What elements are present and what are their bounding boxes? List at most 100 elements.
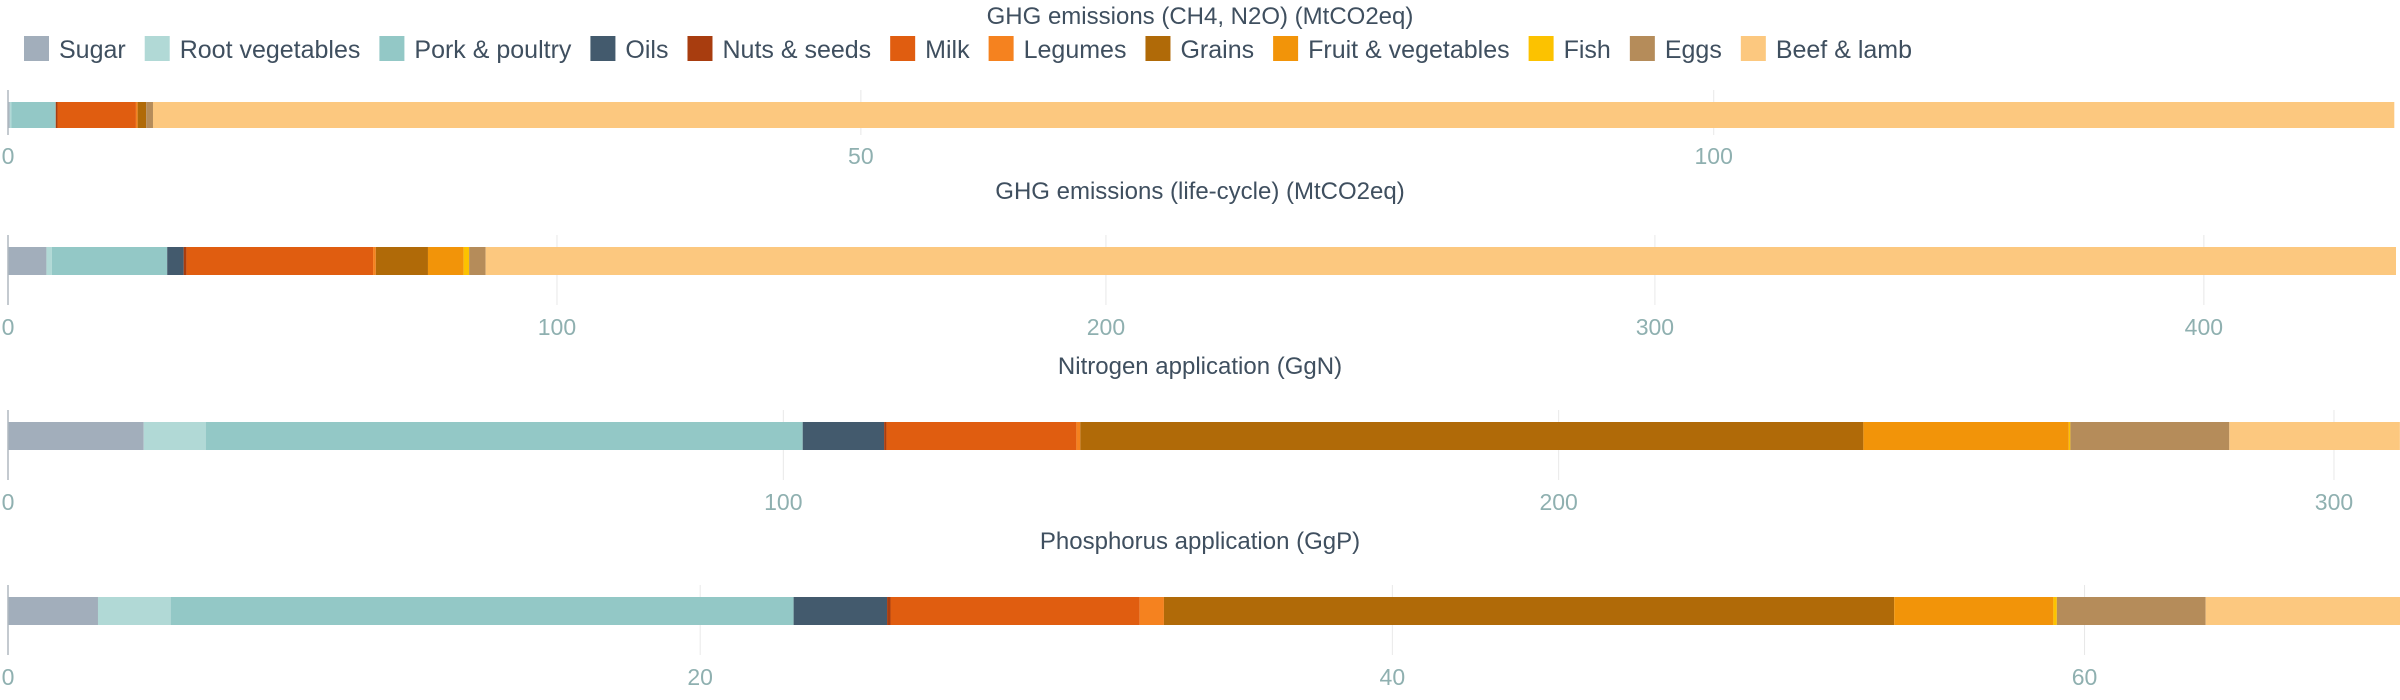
legend-label-nuts-and-seeds: Nuts & seeds <box>722 36 871 64</box>
bar-segment-fruit-and-vegetables <box>427 247 464 275</box>
panel-2: GHG emissions (life-cycle) (MtCO2eq) 0 100… <box>2 178 2397 340</box>
legend-swatch-sugar <box>24 36 49 61</box>
legend-item-pork-and-poultry: Pork & poultry <box>379 36 572 64</box>
bar-segment-nuts-and-seeds <box>887 597 891 625</box>
bar-segment-milk <box>186 247 374 275</box>
x-tick-label: 100 <box>538 314 576 340</box>
x-tick-label: 0 <box>2 143 15 169</box>
x-tick-label: 0 <box>2 314 15 340</box>
legend-label-pork-and-poultry: Pork & poultry <box>414 36 572 64</box>
legend-item-fish: Fish <box>1528 36 1611 64</box>
bar-segment-sugar <box>8 102 10 128</box>
legend-item-beef-and-lamb: Beef & lamb <box>1740 36 1912 64</box>
legend-item-eggs: Eggs <box>1629 36 1722 64</box>
bar-segment-milk <box>57 102 136 128</box>
legend-label-legumes: Legumes <box>1024 36 1127 64</box>
bar-segment-oils <box>802 422 885 450</box>
bar-segment-pork-and-poultry <box>51 247 168 275</box>
x-tick-label: 100 <box>1695 143 1733 169</box>
legend-swatch-pork-and-poultry <box>379 36 405 61</box>
panel-4: Phosphorus application (GgP) 0 20 40 60 <box>2 528 2400 690</box>
x-tick-label: 0 <box>2 664 15 690</box>
bar-segment-grains <box>1163 597 1895 625</box>
legend-label-root-vegetables: Root vegetables <box>180 36 361 64</box>
legend-label-fruit-and-vegetables: Fruit & vegetables <box>1308 36 1510 64</box>
panel-title: Phosphorus application (GgP) <box>1040 528 1360 555</box>
bar-segment-beef-and-lamb <box>2229 422 2400 450</box>
legend-label-beef-and-lamb: Beef & lamb <box>1776 36 1912 64</box>
bar-segment-beef-and-lamb <box>485 247 2397 275</box>
bar-segment-pork-and-poultry <box>205 422 803 450</box>
bar-segment-grains <box>1080 422 1864 450</box>
bar-segment-sugar <box>8 247 47 275</box>
legend-swatch-oils <box>590 36 616 61</box>
panel-title: GHG emissions (life-cycle) (MtCO2eq) <box>995 178 1404 205</box>
legend: Sugar Root vegetables Pork & poultry Oils Nu… <box>24 36 1912 64</box>
legend-item-fruit-and-vegetables: Fruit & vegetables <box>1273 36 1510 64</box>
bar-segment-grains <box>375 247 428 275</box>
x-tick-label: 200 <box>1539 489 1577 515</box>
bar-segment-beef-and-lamb <box>2205 597 2400 625</box>
bar-segment-legumes <box>373 247 376 275</box>
bar-segment-eggs <box>146 102 153 128</box>
x-tick-label: 0 <box>2 489 15 515</box>
bar-segment-legumes <box>1139 597 1164 625</box>
bar-segment-oils <box>167 247 184 275</box>
x-tick-label: 200 <box>1087 314 1125 340</box>
bar-segment-fruit-and-vegetables <box>1863 422 2069 450</box>
legend-item-sugar: Sugar <box>24 36 126 64</box>
legend-label-fish: Fish <box>1564 36 1611 64</box>
bar-segment-oils <box>793 597 888 625</box>
legend-item-oils: Oils <box>590 36 668 64</box>
legend-item-grains: Grains <box>1145 36 1254 64</box>
bar-segment-grains <box>137 102 147 128</box>
panel-1: GHG emissions (CH4, N2O) (MtCO2eq) 0 50 100 <box>2 3 2395 169</box>
panel-3: Nitrogen application (GgN) 0 100 200 300 <box>2 353 2400 515</box>
x-tick-label: 60 <box>2072 664 2098 690</box>
bar-segment-fruit-and-vegetables <box>1894 597 2054 625</box>
panel-title: Nitrogen application (GgN) <box>1058 353 1342 380</box>
chart-panels: GHG emissions (CH4, N2O) (MtCO2eq) 0 50 100… <box>2 3 2400 690</box>
bar-segment-root-vegetables <box>143 422 206 450</box>
legend-item-root-vegetables: Root vegetables <box>144 36 361 64</box>
bar-segment-legumes <box>135 102 138 128</box>
bar-segment-nuts-and-seeds <box>183 247 187 275</box>
legend-swatch-nuts-and-seeds <box>687 36 713 61</box>
bar-segment-nuts-and-seeds <box>55 102 58 128</box>
legend-swatch-eggs <box>1629 36 1655 61</box>
legend-swatch-fish <box>1528 36 1554 61</box>
legend-swatch-grains <box>1145 36 1171 61</box>
bar-segment-eggs <box>2070 422 2230 450</box>
legend-item-nuts-and-seeds: Nuts & seeds <box>687 36 871 64</box>
legend-label-sugar: Sugar <box>59 36 126 64</box>
x-tick-label: 40 <box>1380 664 1406 690</box>
bar-segment-sugar <box>8 422 144 450</box>
x-tick-label: 300 <box>1636 314 1674 340</box>
legend-swatch-beef-and-lamb <box>1740 36 1766 61</box>
bar-segment-nuts-and-seeds <box>884 422 887 450</box>
bar-segment-beef-and-lamb <box>152 102 2395 128</box>
bar-segment-root-vegetables <box>97 597 171 625</box>
legend-label-milk: Milk <box>925 36 970 64</box>
bar-segment-sugar <box>8 597 98 625</box>
legend-swatch-fruit-and-vegetables <box>1273 36 1299 61</box>
x-tick-label: 100 <box>764 489 802 515</box>
legend-label-oils: Oils <box>625 36 668 64</box>
legend-label-grains: Grains <box>1180 36 1254 64</box>
legend-swatch-root-vegetables <box>144 36 170 61</box>
bar-segment-fish <box>2053 597 2057 625</box>
bar-segment-eggs <box>2056 597 2206 625</box>
x-tick-label: 20 <box>687 664 713 690</box>
bar-segment-root-vegetables <box>46 247 52 275</box>
bar-segment-pork-and-poultry <box>11 102 56 128</box>
panel-title: GHG emissions (CH4, N2O) (MtCO2eq) <box>987 3 1414 30</box>
bar-segment-fish <box>2068 422 2071 450</box>
bar-segment-pork-and-poultry <box>170 597 794 625</box>
bar-segment-milk <box>886 422 1077 450</box>
legend-swatch-milk <box>890 36 916 61</box>
bar-segment-eggs <box>469 247 486 275</box>
x-tick-label: 400 <box>2185 314 2223 340</box>
bar-segment-fish <box>463 247 470 275</box>
legend-item-legumes: Legumes <box>988 36 1127 64</box>
